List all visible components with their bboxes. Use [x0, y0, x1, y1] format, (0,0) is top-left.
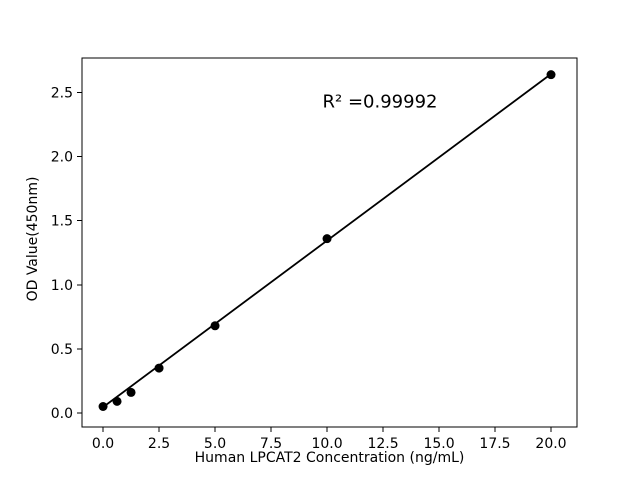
data-point: [210, 321, 220, 331]
y-tick-label: 2.0: [51, 150, 73, 166]
x-tick-label: 10.0: [311, 436, 342, 452]
x-tick-label: 2.5: [148, 436, 170, 452]
data-point: [546, 70, 556, 80]
r-squared-annotation: R² =0.99992: [322, 91, 438, 113]
data-point: [98, 402, 108, 411]
x-tick-label: 0.0: [92, 436, 114, 452]
x-tick-label: 17.5: [479, 436, 510, 452]
x-tick-label: 15.0: [423, 436, 454, 452]
x-tick-label: 20.0: [535, 436, 566, 452]
x-axis-label: Human LPCAT2 Concentration (ng/mL): [194, 450, 465, 466]
x-tick-label: 7.5: [260, 436, 282, 452]
x-tick-label: 5.0: [204, 436, 226, 452]
y-tick-label: 1.5: [51, 214, 73, 230]
y-tick-label: 0.5: [51, 342, 73, 358]
y-tick-label: 2.5: [51, 86, 73, 102]
x-tick-label: 12.5: [367, 436, 398, 452]
axes-border: [81, 57, 578, 428]
data-point: [322, 234, 332, 244]
y-tick-label: 0.0: [51, 406, 73, 422]
y-axis-label: OD Value(450nm): [25, 176, 41, 302]
data-point: [112, 396, 122, 406]
data-point: [126, 387, 136, 397]
data-point: [154, 363, 164, 373]
y-tick-label: 1.0: [51, 278, 73, 294]
